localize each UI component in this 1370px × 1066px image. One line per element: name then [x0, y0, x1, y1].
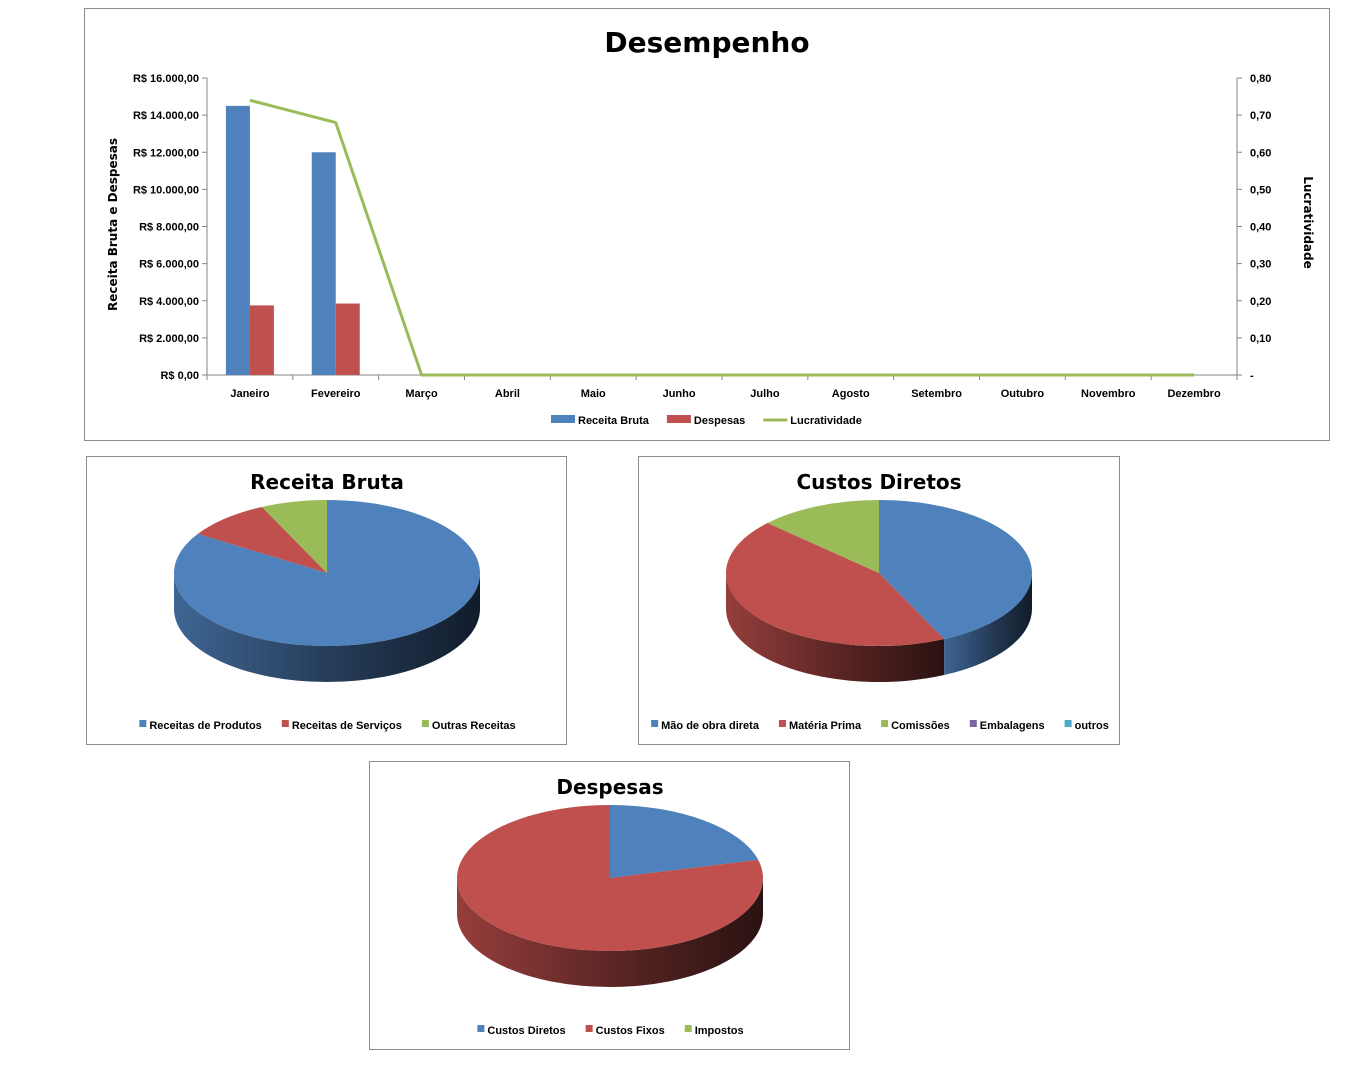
legend-swatch-custos-diretos: [477, 1025, 485, 1032]
y2-tick-label: 0,50: [1250, 184, 1271, 196]
x-tick-label: Julho: [750, 388, 780, 400]
chart-title: Custos Diretos: [796, 470, 961, 494]
chart-title: Despesas: [556, 775, 663, 799]
y2-tick-label: 0,80: [1250, 73, 1271, 85]
pie-slice-mao-de-obra-direta: [879, 500, 1032, 640]
legend-swatch-despesas: [666, 415, 691, 423]
pie-slice-outras-receitas: [261, 500, 327, 573]
desempenho-chart-svg: Desempenho R$ 0,00 R$ 2.000,00 R$ 4.000,00 R…: [106, 26, 1315, 427]
y-tick-label: R$ 8.000,00: [139, 222, 199, 234]
y2-tick-label: 0,40: [1250, 222, 1271, 234]
legend-swatch-mao-de-obra-direta: [651, 720, 659, 727]
y2-tick-label: 0,10: [1250, 333, 1271, 345]
x-tick-label: Março: [405, 388, 438, 400]
y-tick-label: R$ 12.000,00: [133, 147, 199, 159]
x-tick-label: Agosto: [832, 388, 870, 400]
legend-swatch-outros: [1064, 720, 1072, 727]
y2-tick-label: -: [1250, 370, 1254, 382]
bar-receita-bruta-janeiro: [225, 105, 250, 375]
legend-swatch-embalagens: [969, 720, 977, 727]
pie-side-receitas-de-produtos: [174, 573, 480, 682]
line-lucratividade: [249, 98, 1195, 377]
legend-swatch-receitas-de-servicos: [281, 720, 289, 727]
legend: Receitas de Produtos Receitas de Serviços…: [139, 720, 516, 732]
legend-label-custos-fixos: Custos Fixos: [596, 1025, 665, 1037]
x-tick-label: Junho: [663, 388, 696, 400]
y-tick-label: R$ 0,00: [160, 370, 199, 382]
x-tick-label: Outubro: [1001, 388, 1045, 400]
despesas-chart: Despesas Custos Diretos Custos Fixos Impost…: [369, 761, 850, 1050]
y2-axis-title: Lucratividade: [1301, 176, 1315, 269]
y2-tick-label: 0,30: [1250, 259, 1271, 271]
legend-swatch-impostos: [684, 1025, 692, 1032]
bar-despesas-janeiro: [249, 305, 274, 375]
legend: Custos Diretos Custos Fixos Impostos: [477, 1025, 744, 1037]
x-tick-label: Setembro: [911, 388, 962, 400]
legend-label-embalagens: Embalagens: [980, 720, 1045, 732]
y2-tick-label: 0,70: [1250, 110, 1271, 122]
x-tick-label: Fevereiro: [311, 388, 361, 400]
y-tick-label: R$ 2.000,00: [139, 333, 199, 345]
y-axis-title: Receita Bruta e Despesas: [106, 138, 120, 311]
chart-title: Receita Bruta: [250, 470, 404, 494]
y-tick-label: R$ 10.000,00: [133, 184, 199, 196]
legend-label-impostos: Impostos: [695, 1025, 744, 1037]
y2-tick-label: 0,60: [1250, 147, 1271, 159]
despesas-chart-svg: Despesas Custos Diretos Custos Fixos Impost…: [457, 775, 763, 1037]
legend-label-receitas-de-produtos: Receitas de Produtos: [149, 720, 261, 732]
legend-label-mao-de-obra-direta: Mão de obra direta: [661, 720, 760, 732]
receita-bruta-chart: Receita Bruta Receitas de Produtos Receita…: [86, 456, 567, 745]
legend-label-comissoes: Comissões: [891, 720, 950, 732]
y-tick-label: R$ 14.000,00: [133, 110, 199, 122]
legend-label-lucratividade: Lucratividade: [790, 415, 862, 427]
legend-label-despesas: Despesas: [694, 415, 745, 427]
pie-slice-custos-fixos: [457, 805, 763, 951]
legend-swatch-receita-bruta: [551, 415, 575, 423]
legend-swatch-materia-prima: [778, 720, 786, 727]
pie-side-mao-de-obra-direta: [944, 573, 1032, 676]
chart-title: Desempenho: [604, 26, 809, 59]
pie-side-custos-fixos: [457, 878, 763, 987]
legend-swatch-custos-fixos: [585, 1025, 593, 1032]
pie-slice-receitas-de-servicos: [197, 506, 327, 573]
desempenho-chart: Desempenho R$ 0,00 R$ 2.000,00 R$ 4.000,00 R…: [84, 8, 1330, 441]
legend-label-outras-receitas: Outras Receitas: [432, 720, 516, 732]
pie-slice-comissoes: [767, 500, 879, 573]
y-tick-label: R$ 4.000,00: [139, 296, 199, 308]
y-tick-label: R$ 16.000,00: [133, 73, 199, 85]
y2-tick-label: 0,20: [1250, 296, 1271, 308]
legend-swatch-outras-receitas: [421, 720, 429, 727]
x-tick-label: Dezembro: [1167, 388, 1220, 400]
x-tick-label: Abril: [495, 388, 520, 400]
legend-label-custos-diretos: Custos Diretos: [487, 1025, 565, 1037]
legend-label-receita-bruta: Receita Bruta: [578, 415, 650, 427]
legend-swatch-comissoes: [881, 720, 889, 727]
x-tick-label: Janeiro: [230, 388, 269, 400]
bar-receita-bruta-fevereiro: [311, 152, 336, 375]
pie-slice-materia-prima: [726, 523, 945, 646]
pie-side-materia-prima: [726, 573, 945, 682]
custos-diretos-chart-svg: Custos Diretos Mão de obra direta Matéria …: [651, 470, 1109, 732]
custos-diretos-chart: Custos Diretos Mão de obra direta Matéria …: [638, 456, 1120, 745]
legend-label-outros: outros: [1075, 720, 1109, 732]
x-tick-label: Novembro: [1081, 388, 1136, 400]
pie-slice-custos-diretos: [610, 805, 759, 878]
bar-despesas-fevereiro: [335, 303, 360, 375]
legend-label-receitas-de-servicos: Receitas de Serviços: [292, 720, 402, 732]
y-tick-label: R$ 6.000,00: [139, 259, 199, 271]
legend: Mão de obra direta Matéria Prima Comissões…: [651, 720, 1109, 732]
legend-swatch-receitas-de-produtos: [139, 720, 147, 727]
legend-label-materia-prima: Matéria Prima: [789, 720, 862, 732]
x-tick-label: Maio: [581, 388, 606, 400]
